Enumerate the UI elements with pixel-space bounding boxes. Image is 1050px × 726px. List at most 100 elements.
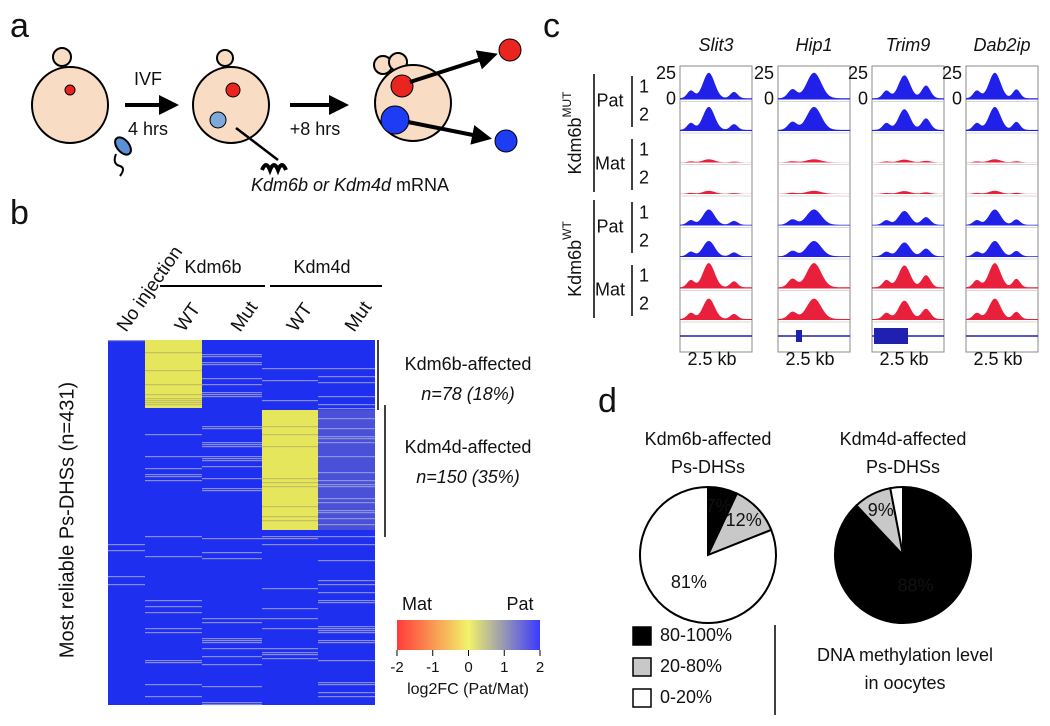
heatmap-stripe: [318, 480, 375, 482]
track-signal: [680, 298, 752, 320]
heatmap-stripe: [145, 434, 202, 436]
heatmap-stripe: [108, 544, 145, 546]
heatmap-stripe: [318, 472, 375, 474]
track-signal: [966, 106, 1038, 131]
heatmap-stripe: [202, 394, 262, 396]
condition-label: Kdm6bMUT: [560, 91, 585, 175]
track-signal: [966, 159, 1038, 163]
heatmap-stripe: [318, 436, 375, 438]
track-signal: [966, 240, 1038, 257]
mrna-normal: mRNA: [396, 175, 449, 195]
heatmap-stripe: [318, 442, 375, 444]
heatmap-stripe: [318, 382, 375, 384]
y-axis-label: Most reliable Ps-DHSs (n=431): [56, 382, 78, 658]
track-signal: [680, 190, 752, 194]
track-signal: [872, 159, 944, 163]
track-signal: [778, 263, 850, 289]
heatmap-stripe: [262, 608, 318, 610]
heatmap-stripe: [202, 538, 262, 540]
heatmap-stripe: [145, 474, 202, 476]
track-signal: [966, 190, 1038, 194]
heatmap-stripe: [318, 660, 375, 662]
panel-label: b: [10, 194, 29, 232]
pie-label: 9%: [868, 500, 894, 520]
legend-swatch: [632, 626, 652, 646]
legend-swatch: [632, 657, 652, 677]
heatmap-stripe: [202, 490, 262, 492]
heatmap-stripe: [145, 556, 202, 558]
step-label: 4 hrs: [128, 119, 168, 139]
track-signal: [872, 210, 944, 226]
scale-label: 2.5 kb: [879, 349, 928, 369]
cluster-name: Kdm6b-affected: [405, 354, 532, 374]
heatmap-stripe: [262, 478, 318, 480]
cluster-name: Kdm4d-affected: [405, 437, 532, 457]
heatmap-stripe: [145, 684, 202, 686]
mrna-italic: Kdm6b or Kdm4d: [251, 175, 392, 195]
pie-title: Kdm6b-affected: [645, 429, 772, 449]
heatmap-stripe: [145, 536, 202, 538]
heatmap-stripe: [262, 486, 318, 488]
heatmap-stripe: [202, 552, 262, 554]
heatmap-stripe: [318, 640, 375, 642]
colorbar: [397, 620, 540, 650]
heatmap-stripe: [108, 584, 145, 586]
heatmap-stripe: [145, 662, 202, 664]
track-axis-label: 0: [666, 88, 676, 108]
colorbar-tick-label: -2: [390, 659, 403, 676]
heatmap-stripe: [145, 660, 202, 662]
condition-label: Kdm6bWT: [560, 220, 585, 296]
heatmap-stripe: [145, 370, 202, 372]
heatmap-stripe: [262, 426, 318, 428]
heatmap-stripe: [145, 394, 202, 396]
heatmap-block: [262, 410, 318, 530]
pie-slice: [889, 485, 904, 556]
track-frame: [965, 65, 1039, 353]
heatmap-stripe: [318, 502, 375, 504]
replicate-label: 2: [639, 104, 649, 124]
heatmap-stripe: [262, 482, 318, 484]
heatmap-stripe: [202, 704, 262, 706]
heatmap-stripe: [318, 512, 375, 514]
heatmap-stripe: [318, 396, 375, 398]
heatmap-stripe: [262, 544, 318, 546]
heatmap-stripe: [318, 510, 375, 512]
track-axis-label: 0: [764, 88, 774, 108]
allele-label: Pat: [596, 216, 623, 236]
heatmap-stripe: [318, 536, 375, 538]
track-signal: [778, 159, 850, 163]
heatmap-stripe: [145, 612, 202, 614]
legend-label: 0-20%: [660, 687, 712, 707]
heatmap-stripe: [262, 628, 318, 630]
gene-model: [874, 328, 908, 344]
condition-sup: WT: [560, 220, 574, 239]
track-frame: [679, 65, 753, 353]
track-signal: [966, 209, 1038, 226]
track-signal: [778, 72, 850, 100]
heatmap-stripe: [202, 442, 262, 444]
heatmap-stripe: [262, 434, 318, 436]
heatmap-stripe: [145, 352, 202, 354]
scale-label: 2.5 kb: [973, 349, 1022, 369]
heatmap-stripe: [318, 404, 375, 406]
heatmap-stripe: [202, 638, 262, 640]
step-label: IVF: [134, 69, 162, 89]
heatmap-stripe: [262, 658, 318, 660]
panel-label: c: [543, 7, 560, 45]
replicate-label: 1: [639, 76, 649, 96]
heatmap-stripe: [202, 444, 262, 446]
heatmap-stripe: [202, 364, 262, 366]
track-signal: [966, 298, 1038, 320]
track-signal: [778, 209, 850, 226]
heatmap-stripe: [318, 524, 375, 526]
legend-label: 80-100%: [660, 625, 732, 645]
heatmap-stripe: [145, 456, 202, 458]
replicate-label: 2: [639, 293, 649, 313]
gene-model: [796, 330, 802, 342]
heatmap-stripe: [145, 404, 202, 406]
heatmap-stripe: [262, 368, 318, 370]
heatmap-stripe: [318, 408, 375, 410]
colorbar-tick-label: 2: [536, 659, 544, 676]
heatmap-stripe: [318, 696, 375, 698]
heatmap-stripe: [202, 458, 262, 460]
